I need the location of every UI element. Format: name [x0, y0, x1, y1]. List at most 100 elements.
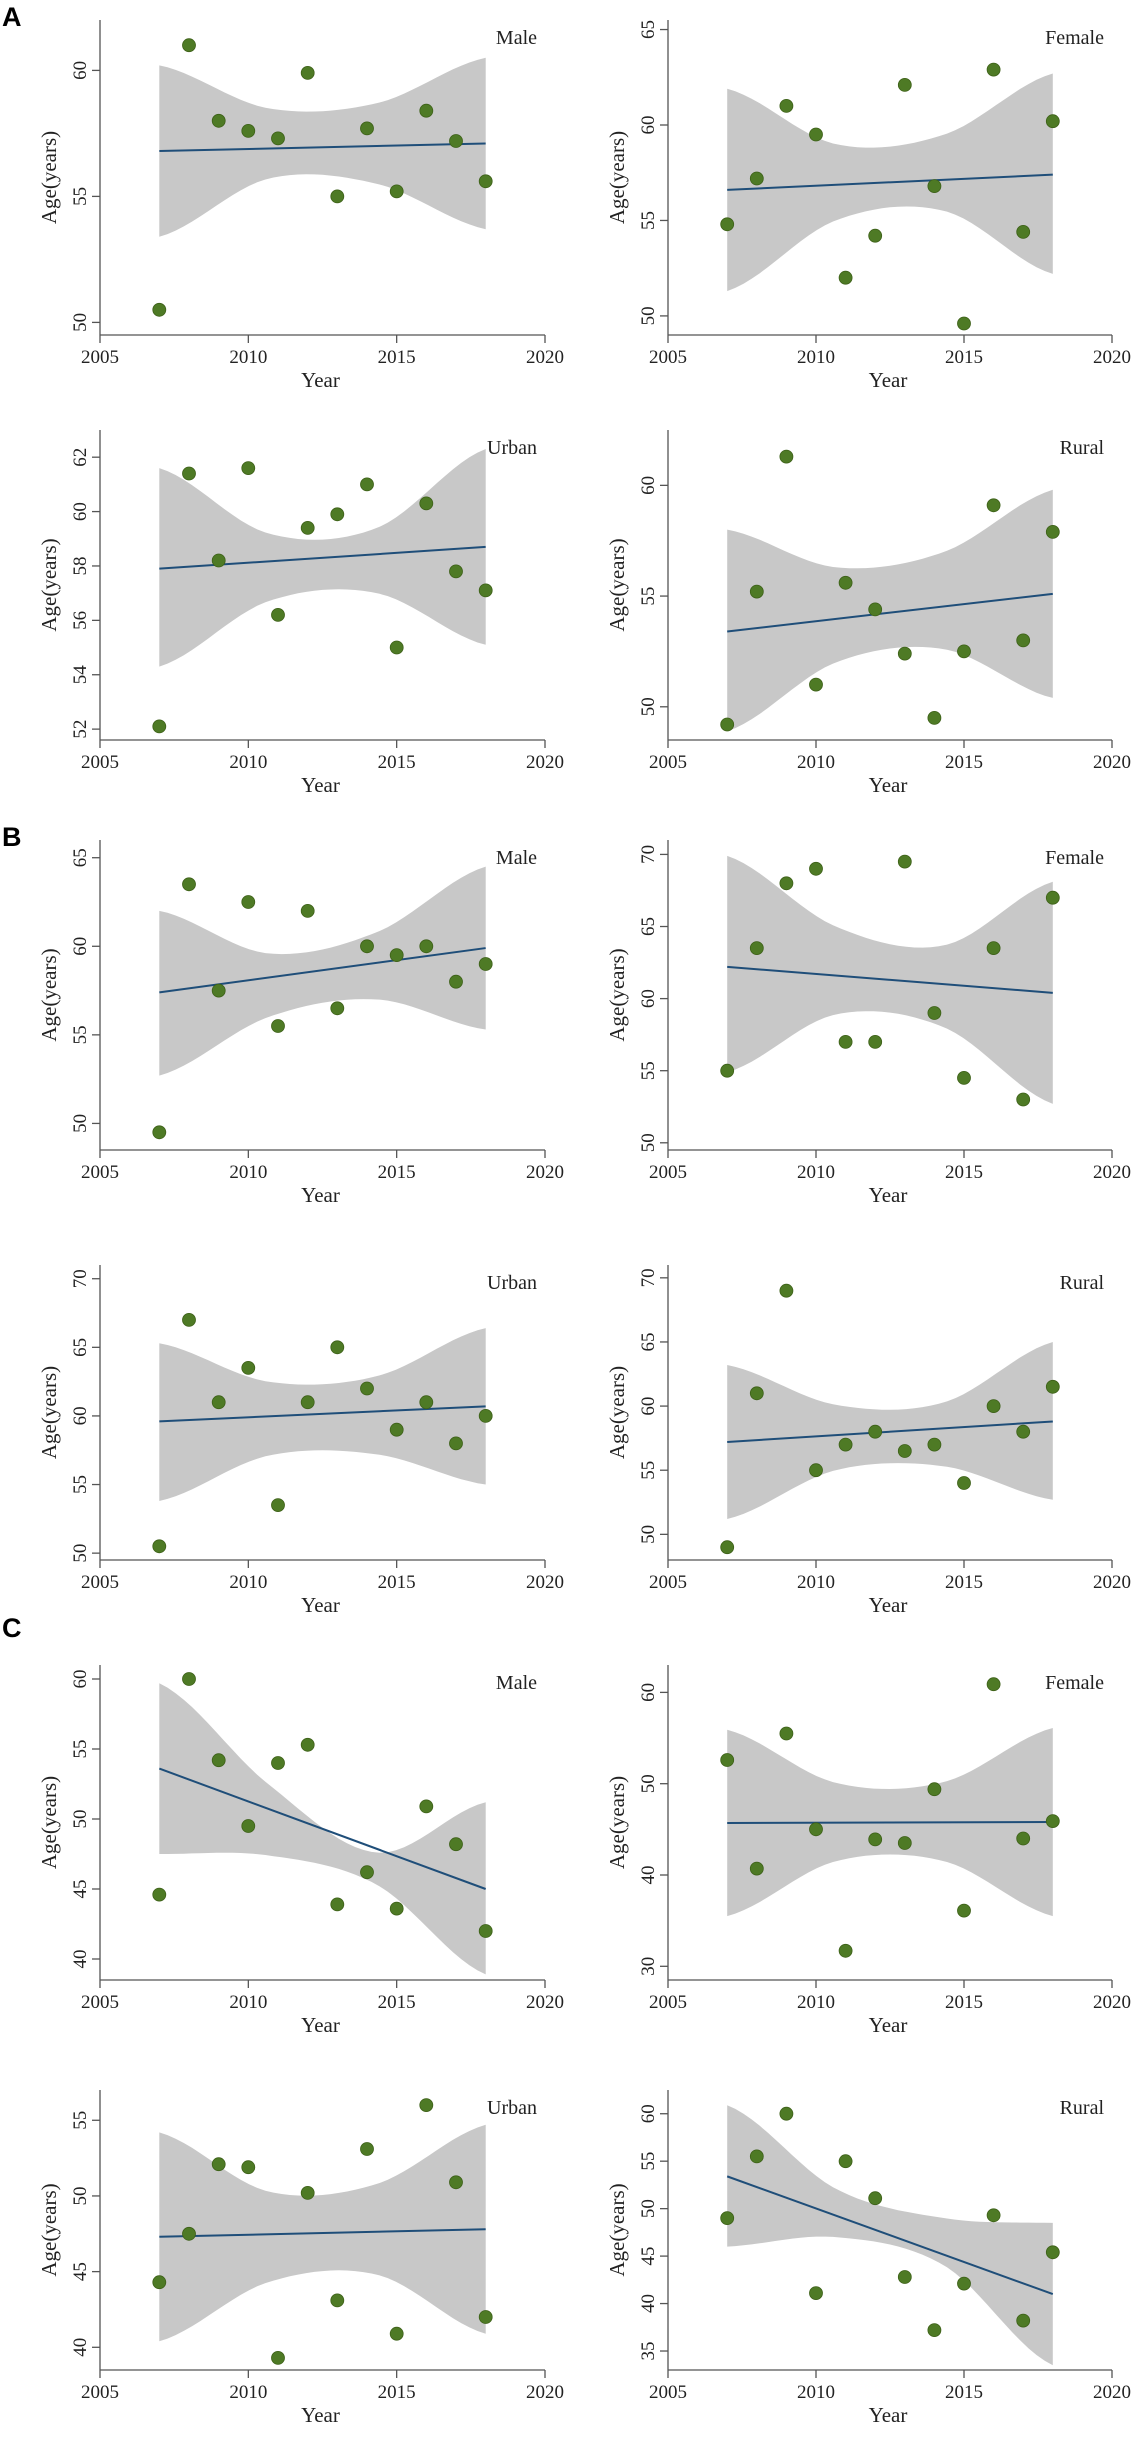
fit-line: [727, 965, 1053, 994]
y-tick-label: 50: [70, 1544, 91, 1563]
data-point: [897, 2270, 912, 2284]
data-point: [419, 1799, 434, 1814]
data-point: [449, 134, 463, 148]
data-point: [809, 677, 823, 692]
y-axis-title: Age(years): [37, 2183, 61, 2276]
y-axis-title: Age(years): [605, 538, 629, 631]
y-tick-label: 40: [70, 1950, 91, 1969]
data-point: [779, 1283, 794, 1298]
x-tick-label: 2005: [81, 2382, 119, 2403]
data-point: [152, 2275, 167, 2290]
data-point: [868, 228, 883, 243]
fit-line: [159, 947, 486, 994]
x-tick-label: 2015: [378, 1572, 416, 1593]
data-point: [152, 719, 167, 734]
x-tick-label: 2010: [797, 347, 835, 368]
data-point: [271, 1756, 285, 1770]
x-tick-label: 2015: [945, 752, 983, 773]
data-point: [389, 1901, 404, 1916]
data-point: [809, 861, 823, 876]
y-axis-title: Age(years): [605, 948, 629, 1041]
x-tick-label: 2020: [526, 347, 564, 368]
data-point: [330, 507, 345, 522]
x-tick-label: 2015: [378, 1162, 416, 1183]
fit-line: [159, 142, 486, 153]
y-tick-label: 55: [70, 1025, 91, 1044]
y-tick-label: 30: [638, 1957, 659, 1976]
data-point: [749, 584, 764, 599]
data-point: [211, 113, 226, 128]
data-point: [720, 2211, 735, 2226]
x-axis-title: Year: [301, 2013, 340, 2037]
data-point: [749, 941, 764, 955]
x-tick-label: 2010: [797, 1572, 835, 1593]
y-tick-label: 52: [70, 720, 91, 739]
data-point: [300, 66, 315, 80]
x-tick-label: 2005: [649, 1572, 687, 1593]
y-tick-label: 55: [70, 1740, 91, 1759]
data-point: [809, 2286, 823, 2301]
x-tick-label: 2005: [649, 2382, 687, 2403]
x-tick-label: 2005: [649, 1992, 687, 2013]
x-tick-label: 2005: [81, 1992, 119, 2013]
data-point: [152, 1539, 167, 1554]
chart-title: Rural: [1060, 2097, 1105, 2119]
y-tick-label: 55: [638, 211, 659, 230]
x-tick-label: 2020: [526, 752, 564, 773]
x-tick-label: 2015: [945, 1572, 983, 1593]
y-axis-title: Age(years): [37, 1776, 61, 1869]
y-tick-label: 50: [638, 697, 659, 716]
y-tick-label: 50: [70, 2186, 91, 2205]
chart-title: Female: [1045, 847, 1104, 869]
x-axis-title: Year: [301, 2403, 340, 2427]
x-tick-label: 2020: [1093, 1162, 1131, 1183]
y-tick-label: 60: [70, 61, 91, 80]
x-tick-label: 2010: [229, 2382, 267, 2403]
data-point: [330, 1001, 345, 1016]
y-tick-label: 65: [70, 848, 91, 867]
chart-title: Rural: [1060, 1272, 1105, 1294]
data-point: [838, 575, 853, 590]
ci-band: [727, 489, 1053, 732]
y-tick-label: 60: [70, 1670, 91, 1689]
data-point: [927, 1006, 942, 1020]
y-tick-label: 40: [638, 2294, 659, 2313]
x-tick-label: 2010: [229, 347, 267, 368]
data-point: [182, 1672, 196, 1686]
chart-title: Rural: [1060, 437, 1105, 459]
data-point: [749, 1861, 764, 1876]
y-tick-label: 55: [638, 587, 659, 606]
y-axis-title: Age(years): [37, 131, 61, 224]
data-point: [211, 1395, 226, 1410]
chart-title: Male: [496, 27, 537, 49]
data-point: [419, 103, 434, 118]
data-point: [868, 1832, 883, 1847]
chart-c-urban: 2005 2010 2015 2020 40 45 50 55 Year Age(years) Ur…: [37, 2090, 564, 2427]
data-point: [360, 121, 374, 136]
x-tick-label: 2010: [229, 1162, 267, 1183]
data-point: [478, 583, 493, 598]
x-tick-label: 2005: [81, 1162, 119, 1183]
fit-line: [159, 2228, 486, 2238]
x-tick-label: 2020: [1093, 752, 1131, 773]
x-tick-label: 2005: [81, 752, 119, 773]
x-tick-label: 2010: [797, 1992, 835, 2013]
y-tick-label: 60: [70, 502, 91, 521]
fit-line: [727, 1821, 1053, 1824]
x-tick-label: 2005: [649, 347, 687, 368]
data-point: [897, 854, 912, 869]
data-point: [986, 2208, 1001, 2223]
panel-label-a: A: [2, 2, 22, 32]
data-point: [389, 184, 404, 199]
y-tick-label: 60: [638, 2104, 659, 2123]
y-tick-label: 40: [70, 2338, 91, 2357]
data-point: [927, 1782, 942, 1797]
data-point: [271, 1019, 285, 1033]
data-point: [986, 1399, 1001, 1413]
y-tick-label: 62: [70, 448, 91, 467]
data-point: [478, 957, 493, 971]
y-tick-label: 60: [638, 116, 659, 135]
data-point: [838, 270, 853, 285]
data-point: [927, 711, 942, 725]
